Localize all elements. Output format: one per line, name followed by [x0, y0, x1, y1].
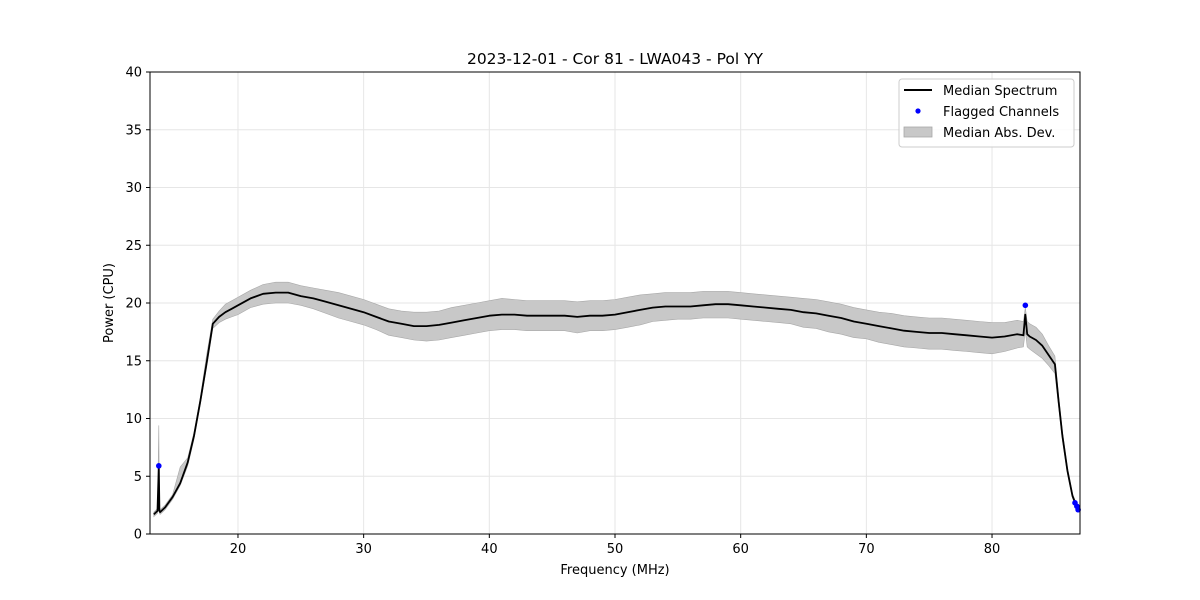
- y-tick-label: 35: [125, 123, 142, 138]
- median-spectrum-line: [153, 291, 1079, 516]
- y-tick-label: 20: [125, 297, 142, 312]
- legend-median-spectrum-label: Median Spectrum: [943, 84, 1057, 99]
- legend: Median Spectrum Flagged Channels Median …: [898, 78, 1075, 148]
- y-tick-label: 30: [125, 181, 142, 196]
- x-tick-label: 20: [230, 542, 247, 557]
- y-tick-label: 0: [134, 528, 142, 543]
- plot-area: [153, 281, 1081, 518]
- legend-flagged-channels-swatch: [915, 108, 921, 114]
- legend-flagged-channels-label: Flagged Channels: [943, 105, 1059, 120]
- x-tick-label: 30: [355, 542, 372, 557]
- y-axis-label: Power (CPU): [102, 263, 117, 343]
- x-tick-label: 40: [481, 542, 498, 557]
- x-axis-ticks: 20 30 40 50 60 70 80: [230, 534, 1001, 557]
- y-tick-label: 10: [125, 412, 142, 427]
- x-tick-label: 80: [984, 542, 1001, 557]
- legend-mad-label: Median Abs. Dev.: [943, 126, 1055, 141]
- flagged-channel-point: [1022, 302, 1029, 309]
- y-tick-label: 40: [125, 66, 142, 81]
- y-tick-label: 25: [125, 239, 142, 254]
- x-tick-label: 70: [858, 542, 875, 557]
- x-axis-label: Frequency (MHz): [560, 563, 669, 578]
- x-tick-label: 50: [607, 542, 624, 557]
- legend-box: [898, 78, 1075, 148]
- y-axis-ticks: 0 5 10 15 20 25 30 35 40: [125, 66, 150, 543]
- x-tick-label: 60: [732, 542, 749, 557]
- chart-title: 2023-12-01 - Cor 81 - LWA043 - Pol YY: [467, 50, 764, 68]
- flagged-channel-point: [155, 463, 162, 469]
- legend-mad-swatch: [903, 126, 933, 138]
- y-tick-label: 15: [125, 354, 142, 369]
- y-tick-label: 5: [134, 470, 142, 485]
